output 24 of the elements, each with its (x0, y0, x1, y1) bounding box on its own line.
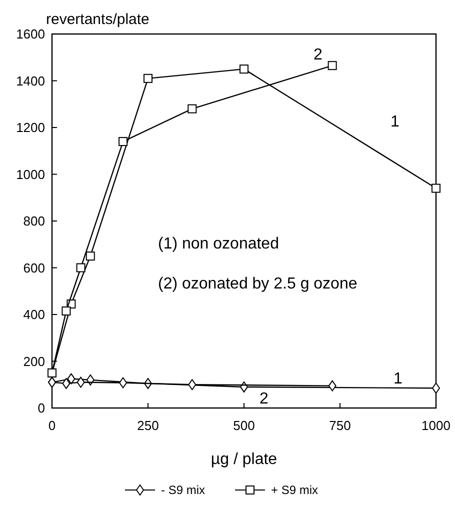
y-tick-label: 200 (23, 354, 45, 369)
annotation: 2 (314, 46, 323, 64)
annotation: 2 (260, 390, 269, 408)
legend-label: + S9 mix (271, 483, 318, 498)
y-tick-label: 800 (23, 214, 45, 229)
annotation: (2) ozonated by 2.5 g ozone (158, 276, 358, 293)
y-tick-label: 400 (23, 307, 45, 322)
x-tick-label: 500 (233, 418, 255, 433)
y-tick-label: 1200 (16, 120, 45, 136)
legend-label: - S9 mix (161, 483, 206, 498)
x-tick-label: 0 (48, 418, 56, 433)
y-tick-label: 0 (38, 400, 45, 416)
annotation: 1 (390, 114, 400, 131)
annotation: 1 (394, 370, 403, 388)
y-tick-label: 600 (23, 260, 45, 276)
y-tick-label: 1000 (16, 166, 45, 182)
x-tick-label: 250 (137, 418, 159, 433)
x-tick-label: 750 (329, 418, 351, 433)
y-tick-label: 1600 (16, 26, 45, 42)
y-axis-title: revertants/plate (46, 11, 150, 28)
x-tick-label: 1000 (422, 418, 450, 433)
x-axis-title: µg / plate (210, 451, 278, 468)
annotation: (1) non ozonated (158, 236, 279, 253)
y-tick-label: 1400 (16, 73, 45, 88)
